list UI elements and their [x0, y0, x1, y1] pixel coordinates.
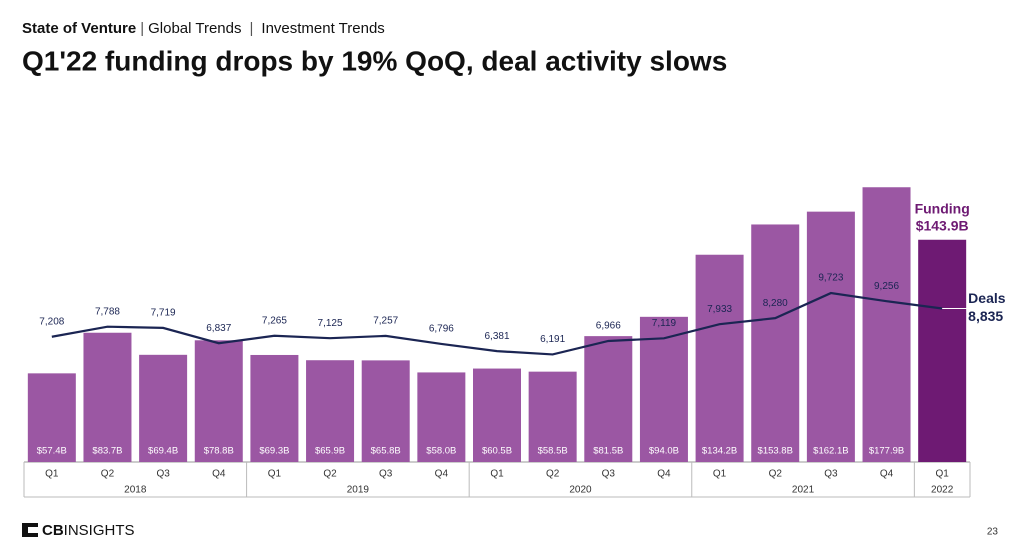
logo-icon: [28, 527, 38, 533]
x-tick-label: Q1: [713, 469, 727, 480]
x-tick-label: Q1: [45, 469, 59, 480]
value-label: 8,835: [968, 308, 1003, 324]
value-label: 6,966: [596, 321, 621, 332]
value-label: 7,933: [707, 304, 732, 315]
x-tick-label: Q2: [546, 469, 560, 480]
logo-text: CBINSIGHTS: [42, 522, 135, 539]
value-label: $153.8B: [758, 446, 793, 457]
x-group-label: 2021: [792, 485, 815, 496]
value-label: $143.9B: [916, 217, 969, 233]
value-label: $58.0B: [426, 446, 456, 457]
x-tick-label: Q3: [379, 469, 393, 480]
x-tick-label: Q2: [101, 469, 115, 480]
bar: [918, 239, 967, 462]
value-label: 7,119: [652, 318, 677, 329]
value-label: $65.8B: [371, 446, 401, 457]
bar: [639, 316, 688, 462]
value-label: $69.3B: [259, 446, 289, 457]
value-label: $94.0B: [649, 446, 679, 457]
chart-title: Q1'22 funding drops by 19% QoQ, deal act…: [22, 45, 727, 76]
value-label: $81.5B: [593, 446, 623, 457]
x-group-label: 2020: [569, 485, 592, 496]
value-label: 6,796: [429, 324, 454, 335]
x-group-label: 2019: [347, 485, 370, 496]
value-label: $69.4B: [148, 446, 178, 457]
x-tick-label: Q2: [769, 469, 783, 480]
logo: CBINSIGHTS: [22, 522, 135, 539]
x-tick-label: Q2: [323, 469, 337, 480]
logo-cb: CB: [42, 522, 64, 539]
value-label: 7,265: [262, 315, 287, 326]
series-name: Funding: [915, 200, 970, 216]
separator: |: [250, 20, 254, 37]
value-label: $78.8B: [204, 446, 234, 457]
value-label: $83.7B: [92, 446, 122, 457]
line: [51, 291, 943, 356]
logo-insights: INSIGHTS: [64, 522, 135, 539]
value-label: 9,723: [818, 273, 843, 284]
bar: [584, 336, 633, 462]
value-label: $57.4B: [37, 446, 67, 457]
x-tick-label: Q1: [936, 469, 950, 480]
section: State of Venture: [22, 20, 136, 37]
bar: [361, 360, 410, 462]
value-label: $60.5B: [482, 446, 512, 457]
series-name: Deals: [968, 290, 1006, 306]
bar: [306, 360, 355, 462]
x-tick-label: Q3: [824, 469, 838, 480]
value-label: 7,125: [318, 318, 343, 329]
x-group-label: 2018: [124, 485, 147, 496]
value-label: 7,208: [39, 316, 64, 327]
value-label: $177.9B: [869, 446, 904, 457]
separator: |: [140, 20, 144, 37]
x-tick-label: Q4: [435, 469, 449, 480]
x-tick-label: Q4: [212, 469, 226, 480]
value-label: 6,191: [540, 334, 565, 345]
bar: [417, 372, 466, 462]
bar: [751, 224, 800, 462]
bar: [27, 373, 76, 462]
crumb: Investment Trends: [261, 20, 384, 37]
bar: [250, 354, 299, 462]
bar: [528, 371, 577, 462]
value-label: 7,257: [373, 316, 398, 327]
crumb: Global Trends: [148, 20, 241, 37]
bar: [695, 254, 744, 462]
x-tick-label: Q3: [156, 469, 170, 480]
x-tick-label: Q1: [268, 469, 282, 480]
value-label: $162.1B: [813, 446, 848, 457]
value-label: 7,788: [95, 306, 120, 317]
value-label: 6,837: [206, 323, 231, 334]
value-label: 9,256: [874, 281, 899, 292]
page-number: 23: [987, 527, 999, 538]
x-tick-label: Q4: [657, 469, 671, 480]
bar: [139, 354, 188, 462]
bar: [473, 368, 521, 462]
bar: [862, 187, 911, 462]
bar: [83, 332, 132, 462]
bar: [194, 340, 243, 462]
value-label: 8,280: [763, 298, 788, 309]
value-label: $65.9B: [315, 446, 345, 457]
bar: [806, 211, 855, 462]
value-label: $58.5B: [538, 446, 568, 457]
value-label: $134.2B: [702, 446, 737, 457]
value-label: 6,381: [484, 331, 509, 342]
x-tick-label: Q4: [880, 469, 894, 480]
value-label: 7,719: [151, 308, 176, 319]
x-group-label: 2022: [931, 485, 954, 496]
x-tick-label: Q3: [602, 469, 616, 480]
breadcrumb: State of Venture | Global Trends | Investmen…: [22, 20, 385, 37]
x-tick-label: Q1: [490, 469, 504, 480]
